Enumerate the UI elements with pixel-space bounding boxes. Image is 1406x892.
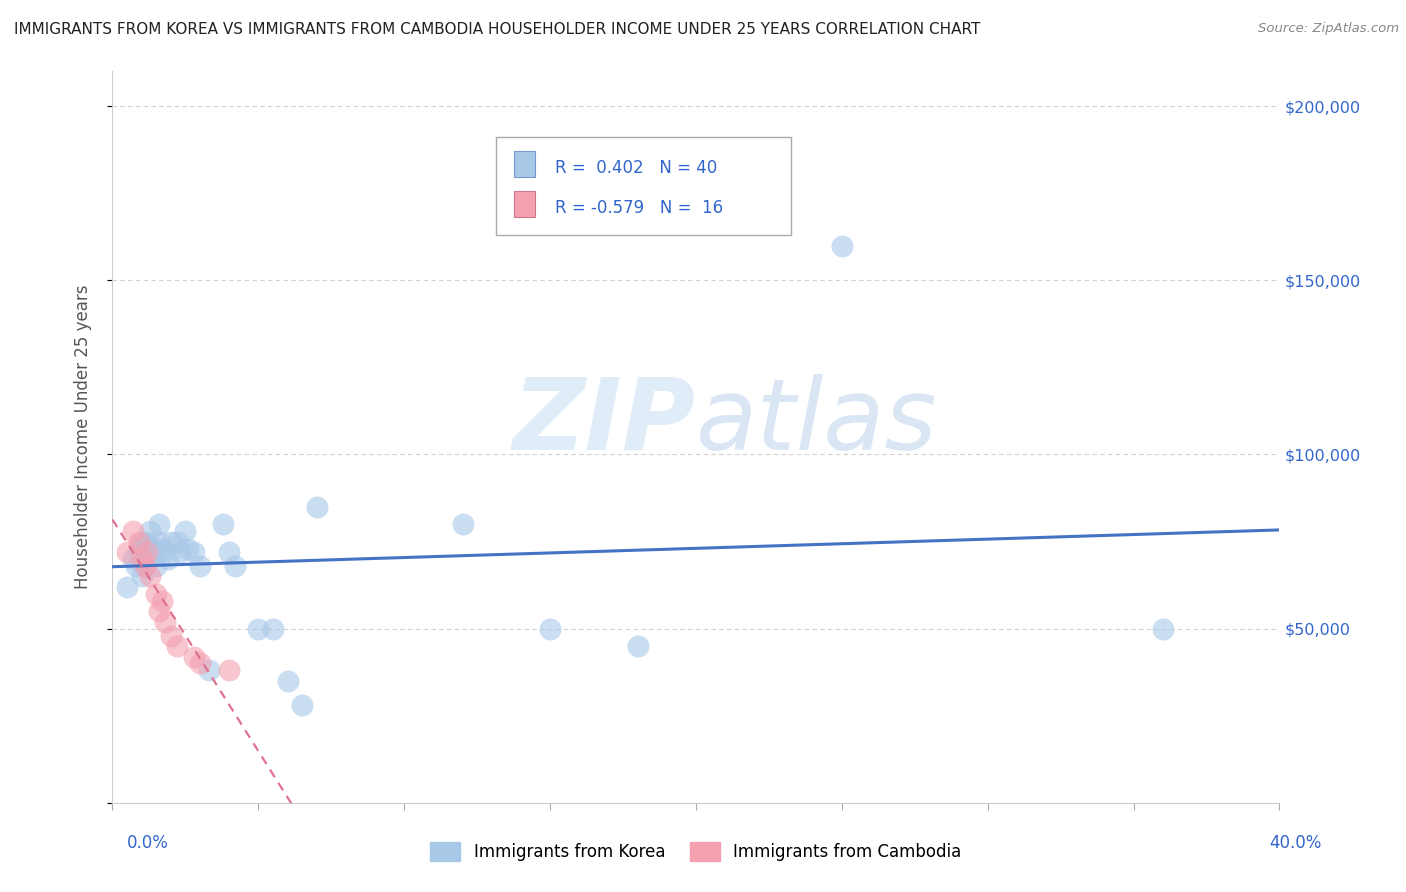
Point	[166, 534, 188, 549]
Point	[128, 534, 150, 549]
Point	[128, 545, 150, 559]
Point	[197, 664, 219, 678]
Point	[153, 545, 176, 559]
Y-axis label: Householder Income Under 25 years: Householder Income Under 25 years	[73, 285, 91, 590]
Point	[831, 238, 853, 252]
Point	[627, 639, 650, 653]
Point	[139, 569, 162, 583]
Point	[276, 673, 298, 688]
Point	[134, 545, 156, 559]
Point	[148, 534, 170, 549]
Point	[218, 664, 240, 678]
Point	[131, 534, 153, 549]
Point	[160, 629, 183, 643]
Point	[122, 524, 145, 538]
Point	[177, 541, 200, 556]
Legend: Immigrants from Korea, Immigrants from Cambodia: Immigrants from Korea, Immigrants from C…	[423, 835, 969, 868]
Point	[166, 639, 188, 653]
Point	[125, 558, 148, 573]
Point	[218, 545, 240, 559]
Point	[148, 604, 170, 618]
Point	[305, 500, 328, 514]
Point	[139, 552, 162, 566]
Point	[169, 545, 191, 559]
Point	[262, 622, 284, 636]
Text: 0.0%: 0.0%	[127, 834, 169, 852]
Point	[156, 552, 179, 566]
Point	[188, 657, 211, 671]
Point	[145, 587, 167, 601]
Point	[139, 524, 162, 538]
Point	[115, 545, 138, 559]
Text: R = -0.579   N =  16: R = -0.579 N = 16	[554, 200, 723, 218]
Text: R =  0.402   N = 40: R = 0.402 N = 40	[554, 160, 717, 178]
Point	[134, 558, 156, 573]
Point	[224, 558, 246, 573]
Point	[160, 534, 183, 549]
Point	[291, 698, 314, 713]
Text: ZIP: ZIP	[513, 374, 696, 471]
Point	[451, 517, 474, 532]
Text: IMMIGRANTS FROM KOREA VS IMMIGRANTS FROM CAMBODIA HOUSEHOLDER INCOME UNDER 25 YE: IMMIGRANTS FROM KOREA VS IMMIGRANTS FROM…	[14, 22, 980, 37]
Point	[131, 552, 153, 566]
Point	[183, 545, 205, 559]
Text: 40.0%: 40.0%	[1270, 834, 1322, 852]
Point	[115, 580, 138, 594]
Point	[212, 517, 235, 532]
Point	[134, 558, 156, 573]
Point	[150, 594, 173, 608]
Point	[145, 558, 167, 573]
Text: Source: ZipAtlas.com: Source: ZipAtlas.com	[1258, 22, 1399, 36]
Point	[150, 541, 173, 556]
Point	[131, 569, 153, 583]
Point	[183, 649, 205, 664]
Point	[122, 552, 145, 566]
Point	[145, 545, 167, 559]
Point	[142, 541, 165, 556]
Point	[538, 622, 561, 636]
Point	[136, 534, 159, 549]
Point	[247, 622, 270, 636]
Point	[174, 524, 197, 538]
Point	[148, 517, 170, 532]
Text: atlas: atlas	[696, 374, 938, 471]
Point	[153, 615, 176, 629]
Point	[1152, 622, 1174, 636]
Point	[188, 558, 211, 573]
Point	[136, 545, 159, 559]
